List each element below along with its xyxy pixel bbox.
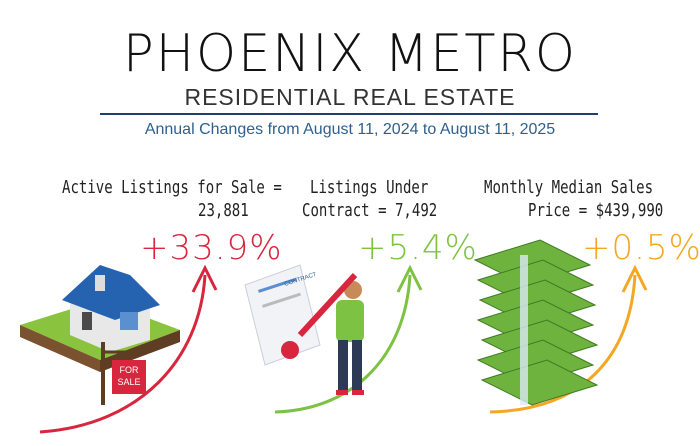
- median-price-value: Price = $439,990: [528, 200, 664, 221]
- page-title: PHOENIX METRO: [123, 24, 577, 84]
- for-sale-sign-text: FOR SALE: [117, 365, 141, 387]
- under-contract-label: Listings Under: [310, 177, 429, 198]
- median-price-label: Monthly Median Sales: [484, 177, 654, 198]
- under-contract-value: Contract = 7,492: [302, 200, 438, 221]
- red-arrowhead-icon: [191, 264, 218, 293]
- active-listings-label: Active Listings for Sale =: [62, 177, 282, 198]
- money-stack-icon: [473, 239, 599, 406]
- green-growth-arrow: [274, 274, 412, 414]
- house-icon: [20, 265, 180, 405]
- active-listings-change: +33.9%: [140, 228, 283, 268]
- red-growth-arrow: [39, 274, 207, 434]
- orange-arrowhead-icon: [621, 264, 648, 293]
- active-listings-value: 23,881: [198, 200, 249, 221]
- page-subtitle: RESIDENTIAL REAL ESTATE: [184, 84, 516, 110]
- title-divider: [100, 113, 598, 115]
- contract-signing-icon: [244, 264, 364, 395]
- date-range: Annual Changes from August 11, 2024 to A…: [144, 121, 556, 138]
- median-price-change: +0.5%: [582, 228, 700, 268]
- orange-growth-arrow: [489, 274, 637, 414]
- green-arrowhead-icon: [396, 264, 423, 293]
- under-contract-change: +5.4%: [358, 228, 478, 268]
